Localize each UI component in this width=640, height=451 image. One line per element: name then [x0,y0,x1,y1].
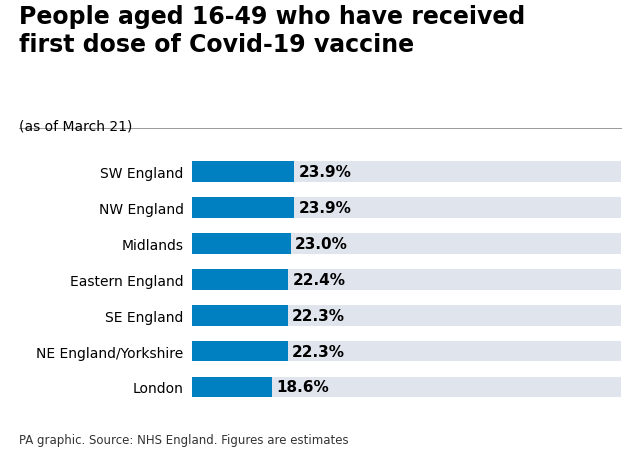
Text: 23.9%: 23.9% [299,165,351,179]
Bar [192,377,621,397]
Text: 22.4%: 22.4% [292,272,346,287]
Text: PA graphic. Source: NHS England. Figures are estimates: PA graphic. Source: NHS England. Figures… [19,433,349,446]
Bar [192,269,621,290]
Text: 22.3%: 22.3% [292,308,345,323]
Bar [192,198,621,218]
Text: (as of March 21): (as of March 21) [19,120,132,133]
Text: People aged 16-49 who have received
first dose of Covid-19 vaccine: People aged 16-49 who have received firs… [19,5,525,57]
Bar [192,162,621,183]
Text: 22.3%: 22.3% [292,344,345,359]
Bar [192,305,287,326]
Text: 18.6%: 18.6% [276,380,329,395]
Bar [192,198,294,218]
Bar [192,305,621,326]
Bar [192,234,621,254]
Text: 23.0%: 23.0% [295,236,348,251]
Bar [192,377,272,397]
Bar [192,269,288,290]
Bar [192,234,291,254]
Bar [192,341,621,362]
Bar [192,162,294,183]
Bar [192,341,287,362]
Text: 23.9%: 23.9% [299,201,351,216]
